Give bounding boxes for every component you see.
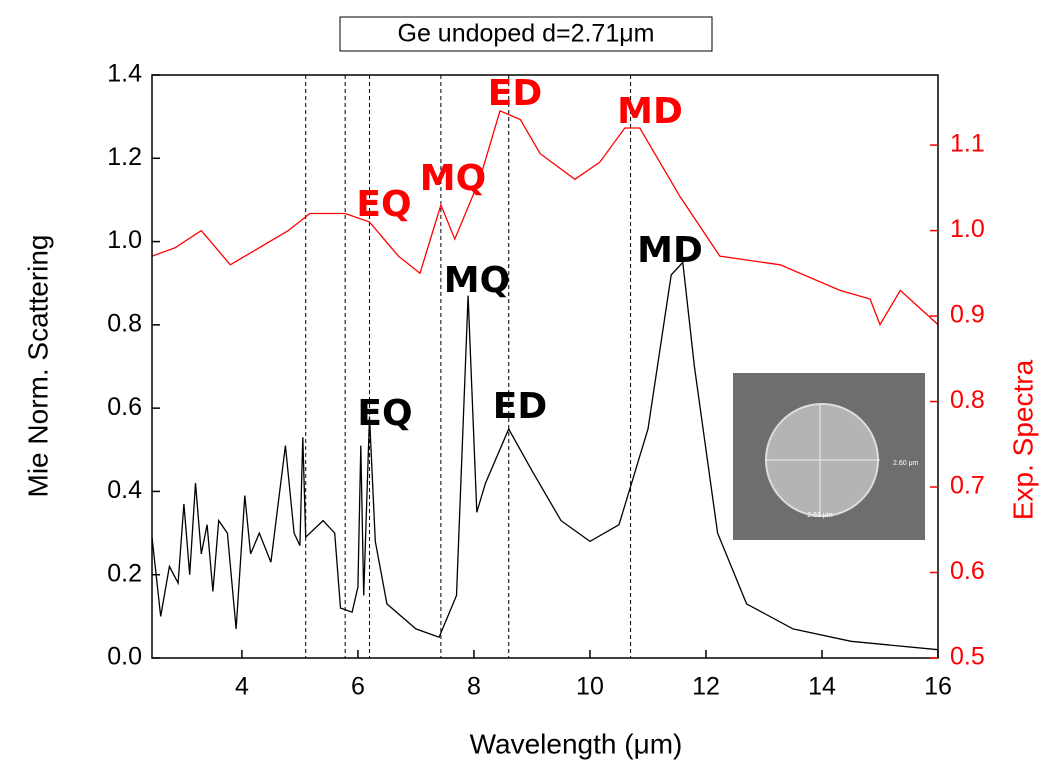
plot: 4 6 8 10 12 14 16 0.0 0.2 0.4 0.6 0.8 1.0 1.2 1.4 0.5 0.… — [107, 60, 985, 701]
y-tick-label: 0.0 — [107, 643, 142, 671]
annotation: MQ — [444, 260, 510, 301]
y-tick-label: 0.2 — [107, 559, 142, 587]
x-tick-label: 14 — [808, 673, 836, 701]
y-tick-label: 0.6 — [107, 393, 142, 421]
annotation: MQ — [420, 158, 486, 199]
y-tick-label: 0.4 — [107, 476, 142, 504]
y2-tick-label: 0.8 — [950, 386, 985, 414]
x-tick-label: 16 — [924, 673, 952, 701]
title-box — [339, 16, 713, 52]
y2-tick-label: 1.0 — [950, 215, 985, 243]
y-axis-label: Mie Norm. Scattering — [22, 235, 53, 498]
y2-axis-label: Exp. Spectra — [1007, 359, 1038, 520]
chart-title: Ge undoped d=2.71μm — [398, 20, 655, 48]
y-tick-label: 1.4 — [107, 60, 142, 88]
y2-tick-label: 0.7 — [950, 472, 985, 500]
y-tick-label: 1.0 — [107, 226, 142, 254]
x-axis-label: Wavelength (μm) — [470, 728, 683, 759]
y-tick-label: 0.8 — [107, 309, 142, 337]
x-tick-label: 4 — [235, 673, 249, 701]
x-tick-label: 6 — [351, 673, 365, 701]
annotation: EQ — [357, 393, 412, 434]
y2-tick-label: 0.6 — [950, 557, 985, 585]
data-line — [151, 110, 939, 327]
x-tick-label: 12 — [692, 673, 720, 701]
plot-frame — [151, 74, 939, 659]
x-tick-label: 8 — [467, 673, 481, 701]
y2-tick-label: 1.1 — [950, 130, 985, 158]
annotation: MD — [637, 230, 703, 271]
y-tick-label: 1.2 — [107, 143, 142, 171]
data-line — [151, 260, 939, 651]
inset-label: 2.61 μm — [807, 512, 833, 519]
inset-label: 2.60 μm — [893, 460, 919, 467]
y2-tick-label: 0.5 — [950, 643, 985, 671]
annotation: ED — [493, 386, 547, 427]
annotation: EQ — [356, 184, 411, 225]
y2-tick-label: 0.9 — [950, 301, 985, 329]
annotation: MD — [617, 91, 683, 132]
inset-image: 2.60 μm 2.61 μm — [733, 373, 925, 540]
annotation: ED — [488, 73, 542, 114]
x-tick-label: 10 — [576, 673, 604, 701]
